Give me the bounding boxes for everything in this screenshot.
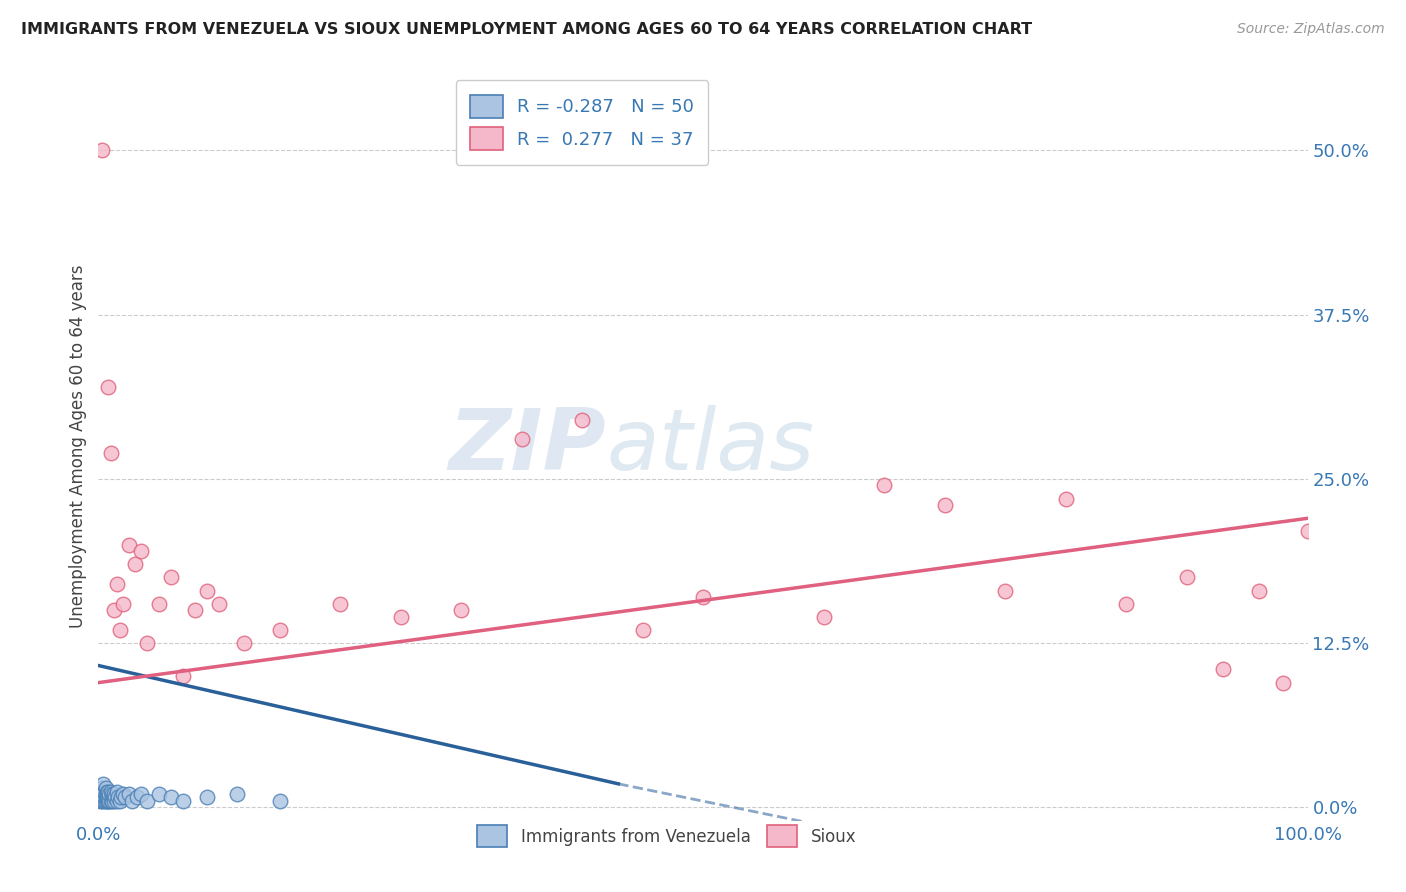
Point — [91, 788, 114, 802]
Point — [195, 789, 218, 804]
Point — [97, 785, 120, 799]
Point — [100, 788, 122, 802]
Point — [114, 789, 136, 804]
Point — [160, 570, 183, 584]
Point — [127, 789, 149, 804]
Point — [91, 794, 114, 808]
Point — [873, 478, 896, 492]
Point — [91, 792, 114, 806]
Point — [160, 789, 183, 804]
Point — [571, 413, 593, 427]
Point — [94, 788, 117, 802]
Text: IMMIGRANTS FROM VENEZUELA VS SIOUX UNEMPLOYMENT AMONG AGES 60 TO 64 YEARS CORREL: IMMIGRANTS FROM VENEZUELA VS SIOUX UNEMP… — [21, 22, 1032, 37]
Point — [97, 380, 120, 394]
Point — [94, 794, 117, 808]
Point — [90, 789, 112, 804]
Point — [135, 794, 157, 808]
Point — [111, 788, 134, 802]
Y-axis label: Unemployment Among Ages 60 to 64 years: Unemployment Among Ages 60 to 64 years — [69, 264, 87, 628]
Point — [1249, 583, 1271, 598]
Point — [1054, 491, 1077, 506]
Point — [105, 785, 128, 799]
Point — [94, 780, 117, 795]
Point — [89, 794, 111, 808]
Point — [329, 597, 352, 611]
Point — [90, 785, 112, 799]
Point — [97, 789, 120, 804]
Point — [103, 603, 125, 617]
Point — [100, 794, 122, 808]
Point — [129, 788, 152, 802]
Point — [121, 794, 143, 808]
Point — [994, 583, 1017, 598]
Point — [100, 794, 122, 808]
Point — [105, 794, 128, 808]
Point — [96, 785, 118, 799]
Point — [100, 445, 122, 459]
Point — [96, 789, 118, 804]
Point — [226, 788, 249, 802]
Point — [195, 583, 218, 598]
Point — [89, 788, 111, 802]
Point — [172, 794, 194, 808]
Point — [93, 785, 115, 799]
Point — [104, 789, 127, 804]
Point — [101, 789, 124, 804]
Point — [103, 794, 125, 808]
Legend: Immigrants from Venezuela, Sioux: Immigrants from Venezuela, Sioux — [471, 819, 863, 854]
Point — [813, 610, 835, 624]
Point — [1175, 570, 1198, 584]
Point — [108, 623, 131, 637]
Point — [135, 636, 157, 650]
Point — [93, 789, 115, 804]
Point — [450, 603, 472, 617]
Point — [232, 636, 254, 650]
Text: ZIP: ZIP — [449, 404, 606, 488]
Point — [93, 794, 115, 808]
Point — [1115, 597, 1137, 611]
Point — [98, 788, 121, 802]
Point — [269, 623, 291, 637]
Text: Source: ZipAtlas.com: Source: ZipAtlas.com — [1237, 22, 1385, 37]
Point — [692, 590, 714, 604]
Point — [1272, 675, 1295, 690]
Point — [510, 433, 533, 447]
Point — [269, 794, 291, 808]
Point — [148, 597, 170, 611]
Point — [934, 498, 956, 512]
Point — [129, 544, 152, 558]
Point — [631, 623, 654, 637]
Point — [107, 789, 129, 804]
Point — [96, 794, 118, 808]
Point — [91, 777, 114, 791]
Point — [91, 143, 114, 157]
Point — [389, 610, 412, 624]
Text: atlas: atlas — [606, 404, 814, 488]
Point — [148, 788, 170, 802]
Point — [98, 794, 121, 808]
Point — [108, 794, 131, 808]
Point — [118, 538, 141, 552]
Point — [1296, 524, 1319, 539]
Point — [103, 788, 125, 802]
Point — [97, 794, 120, 808]
Point — [111, 597, 134, 611]
Point — [105, 577, 128, 591]
Point — [91, 780, 114, 795]
Point — [110, 789, 132, 804]
Point — [1212, 663, 1234, 677]
Point — [184, 603, 207, 617]
Point — [100, 785, 122, 799]
Point — [172, 669, 194, 683]
Point — [91, 789, 114, 804]
Point — [118, 788, 141, 802]
Point — [124, 558, 146, 572]
Point — [208, 597, 231, 611]
